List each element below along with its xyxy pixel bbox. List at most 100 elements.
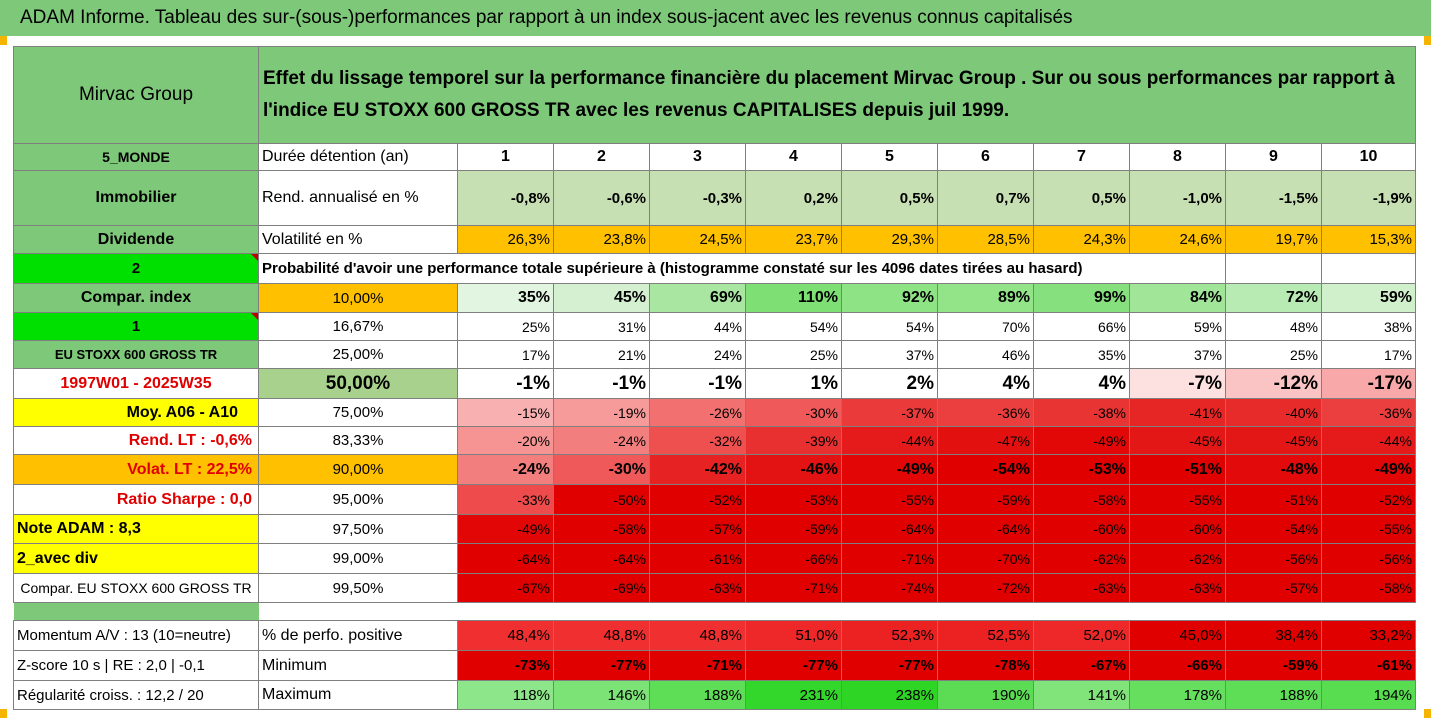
- value-cell: -64%: [841, 514, 938, 544]
- value-cell: -36%: [1321, 398, 1416, 427]
- volatility-row: Dividende Volatilité en % 26,3% 23,8% 24,5% 2…: [13, 225, 1416, 254]
- year-cell: 7: [1033, 143, 1130, 171]
- row-label: Volat. LT : 22,5%: [13, 454, 259, 485]
- percentile-cell: 99,00%: [258, 543, 458, 574]
- return-cell: 0,5%: [841, 170, 938, 226]
- value-cell: 4%: [1033, 368, 1130, 399]
- return-cell: 0,2%: [745, 170, 842, 226]
- value-cell: -64%: [553, 543, 650, 574]
- value-cell: -60%: [1129, 514, 1226, 544]
- value-cell: 4%: [937, 368, 1034, 399]
- percentile-row: 1997W01 - 2025W35 50,00% -1% -1% -1% 1% 2% 4% 4%…: [13, 368, 1416, 399]
- volatility-cell: 24,3%: [1033, 225, 1130, 254]
- value-cell: -15%: [457, 398, 554, 427]
- value-cell: -63%: [1129, 573, 1226, 603]
- value-cell: -1%: [553, 368, 650, 399]
- return-cell: -1,5%: [1225, 170, 1322, 226]
- value-cell: -63%: [649, 573, 746, 603]
- row-label: % de perfo. positive: [258, 620, 458, 651]
- percentile-cell: 10,00%: [258, 283, 458, 313]
- probability-description: Probabilité d'avoir une performance tota…: [258, 253, 1226, 284]
- row-label: 1: [13, 312, 259, 341]
- corner-marker: [1424, 36, 1431, 45]
- value-cell: -37%: [841, 398, 938, 427]
- value-cell: -54%: [1225, 514, 1322, 544]
- percentile-cell: 50,00%: [258, 368, 458, 399]
- value-cell: -71%: [841, 543, 938, 574]
- value-cell: -67%: [1033, 650, 1130, 681]
- value-cell: -24%: [457, 454, 554, 485]
- value-cell: -45%: [1225, 426, 1322, 455]
- value-cell: 38,4%: [1225, 620, 1322, 651]
- value-cell: -55%: [841, 484, 938, 515]
- value-cell: 238%: [841, 680, 938, 710]
- value-cell: -53%: [745, 484, 842, 515]
- row-label: Rend. LT : -0,6%: [13, 426, 259, 455]
- percentile-row: Compar. index 10,00% 35% 45% 69% 110% 92% 89% 99…: [13, 283, 1416, 313]
- value-cell: 25%: [745, 340, 842, 369]
- row-label: Ratio Sharpe : 0,0: [13, 484, 259, 515]
- value-cell: -26%: [649, 398, 746, 427]
- value-cell: -52%: [1321, 484, 1416, 515]
- volatility-cell: 23,7%: [745, 225, 842, 254]
- value-cell: -56%: [1225, 543, 1322, 574]
- volatility-cell: 23,8%: [553, 225, 650, 254]
- value-cell: 70%: [937, 312, 1034, 341]
- return-cell: -1,9%: [1321, 170, 1416, 226]
- corner-marker: [0, 36, 7, 45]
- value-cell: 2%: [841, 368, 938, 399]
- volatility-cell: 28,5%: [937, 225, 1034, 254]
- year-cell: 3: [649, 143, 746, 171]
- value-cell: 89%: [937, 283, 1034, 313]
- row-label: Volatilité en %: [258, 225, 458, 254]
- spacer-row: [13, 602, 1416, 621]
- value-cell: -58%: [1321, 573, 1416, 603]
- value-cell: 24%: [649, 340, 746, 369]
- value-cell: 52,3%: [841, 620, 938, 651]
- spacer-cell: [458, 603, 554, 621]
- percentile-cell: 25,00%: [258, 340, 458, 369]
- value-cell: 25%: [1225, 340, 1322, 369]
- row-label: 2_avec div: [13, 543, 259, 574]
- value-cell: 35%: [457, 283, 554, 313]
- year-cell: 10: [1321, 143, 1416, 171]
- value-cell: 1%: [745, 368, 842, 399]
- holding-years-row: 5_MONDE Durée détention (an) 1 2 3 4 5 6 7 8 9 10: [13, 143, 1416, 171]
- value-cell: -71%: [745, 573, 842, 603]
- spacer-cell: [1034, 603, 1130, 621]
- category-label: 5_MONDE: [13, 143, 259, 171]
- value-cell: -62%: [1129, 543, 1226, 574]
- value-cell: -77%: [553, 650, 650, 681]
- value-cell: -48%: [1225, 454, 1322, 485]
- annualized-return-row: Immobilier Rend. annualisé en % -0,8% -0,6%…: [13, 170, 1416, 226]
- value-cell: 59%: [1129, 312, 1226, 341]
- percentile-row: Moy. A06 - A10 75,00% -15% -19% -26% -30% -37%…: [13, 398, 1416, 427]
- year-cell: 9: [1225, 143, 1322, 171]
- value-cell: -52%: [649, 484, 746, 515]
- value-cell: 52,5%: [937, 620, 1034, 651]
- percentile-row: Note ADAM : 8,3 97,50% -49% -58% -57% -59% -64…: [13, 514, 1416, 544]
- value-cell: 141%: [1033, 680, 1130, 710]
- value-cell: -24%: [553, 426, 650, 455]
- spacer-cell: [554, 603, 650, 621]
- row-label: Compar. index: [13, 283, 259, 313]
- value-cell: -54%: [937, 454, 1034, 485]
- value-cell: 48,8%: [649, 620, 746, 651]
- volatility-cell: 15,3%: [1321, 225, 1416, 254]
- value-cell: -38%: [1033, 398, 1130, 427]
- value-cell: 35%: [1033, 340, 1130, 369]
- spacer-cell: [1226, 603, 1322, 621]
- value-cell: -30%: [745, 398, 842, 427]
- indicator-label: Momentum A/V : 13 (10=neutre): [13, 620, 259, 651]
- volatility-cell: 19,7%: [1225, 225, 1322, 254]
- selector-2: 2: [13, 253, 259, 284]
- row-label: 1997W01 - 2025W35: [13, 368, 259, 399]
- value-cell: 17%: [1321, 340, 1416, 369]
- value-cell: -78%: [937, 650, 1034, 681]
- value-cell: -30%: [553, 454, 650, 485]
- value-cell: 46%: [937, 340, 1034, 369]
- asset-name: Mirvac Group: [13, 46, 259, 144]
- value-cell: 25%: [457, 312, 554, 341]
- header-line-2: l'indice EU STOXX 600 GROSS TR avec les …: [263, 100, 1010, 121]
- value-cell: -61%: [649, 543, 746, 574]
